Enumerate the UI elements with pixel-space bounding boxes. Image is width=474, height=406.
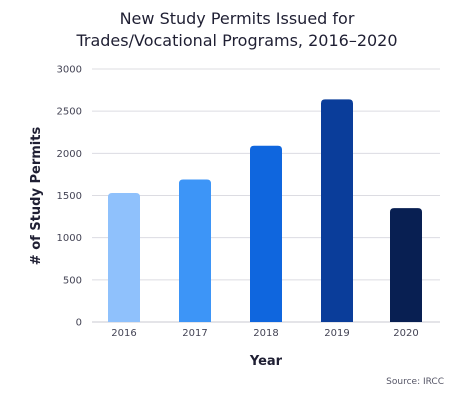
bar-2017 (179, 179, 211, 322)
x-tick-label: 2020 (393, 328, 418, 339)
y-tick-label: 3000 (57, 65, 82, 76)
chart-title: New Study Permits Issued for Trades/Voca… (0, 8, 474, 52)
y-tick-label: 1500 (57, 191, 82, 202)
x-axis-label: Year (249, 354, 283, 369)
bar-2016 (108, 192, 140, 322)
chart-title-line-1: New Study Permits Issued for (119, 9, 355, 28)
x-tick-label: 2018 (253, 328, 278, 339)
bars (108, 99, 422, 322)
y-axis-label: # of Study Permits (29, 127, 44, 266)
y-axis-ticks: 0 500 1000 1500 2000 2500 3000 (57, 65, 82, 329)
x-tick-label: 2019 (324, 328, 349, 339)
y-tick-label: 2000 (57, 149, 82, 160)
y-tick-label: 1000 (57, 233, 82, 244)
y-tick-label: 2500 (57, 107, 82, 118)
source-note: Source: IRCC (386, 377, 444, 387)
y-tick-label: 0 (76, 318, 82, 329)
y-tick-label: 500 (63, 275, 82, 286)
x-tick-label: 2016 (111, 328, 136, 339)
x-axis-ticks: 2016 2017 2018 2019 2020 (111, 328, 418, 339)
bar-2018 (250, 145, 282, 322)
chart-title-line-2: Trades/Vocational Programs, 2016–2020 (76, 31, 398, 50)
gridlines (92, 68, 440, 323)
bar-2019 (321, 99, 353, 322)
bar-2020 (390, 208, 422, 322)
x-tick-label: 2017 (182, 328, 207, 339)
